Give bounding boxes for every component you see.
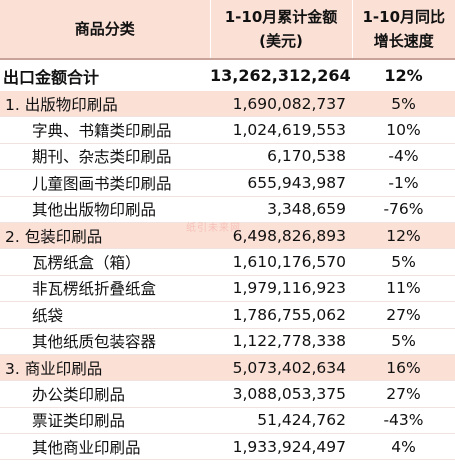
table-row: 2. 包装印刷品 6,498,826,893 12% bbox=[0, 222, 455, 250]
table-row: 字典、书籍类印刷品 1,024,619,553 10% bbox=[0, 116, 455, 144]
header-category: 商品分类 bbox=[0, 0, 211, 59]
table-row: 1. 出版物印刷品 1,690,082,737 5% bbox=[0, 91, 455, 118]
row-value: 1,933,924,497 bbox=[210, 433, 352, 461]
row-value: 655,943,987 bbox=[210, 169, 352, 197]
row-value: 1,786,755,062 bbox=[210, 301, 352, 329]
total-growth: 12% bbox=[352, 59, 455, 91]
row-value: 51,424,762 bbox=[210, 407, 352, 435]
header-amount: 1-10月累计金额 (美元) bbox=[210, 0, 353, 59]
row-value: 1,979,116,923 bbox=[210, 275, 352, 303]
row-value: 3,088,053,375 bbox=[210, 380, 352, 408]
row-growth: 10% bbox=[352, 116, 455, 144]
table-body: 出口金额合计 13,262,312,264 12% 1. 出版物印刷品 1,69… bbox=[0, 59, 455, 461]
total-row: 出口金额合计 13,262,312,264 12% bbox=[0, 59, 455, 91]
row-name: 瓦楞纸盒（箱） bbox=[0, 248, 210, 276]
table-row: 其他出版物印刷品 3,348,659 -76% bbox=[0, 196, 455, 223]
table-row: 纸袋 1,786,755,062 27% bbox=[0, 301, 455, 329]
row-growth: -76% bbox=[352, 196, 455, 223]
table-row: 瓦楞纸盒（箱） 1,610,176,570 5% bbox=[0, 248, 455, 276]
header-growth-title: 1-10月同比 bbox=[362, 8, 446, 26]
table-row: 其他纸质包装容器 1,122,778,338 5% bbox=[0, 328, 455, 355]
row-name: 办公类印刷品 bbox=[0, 380, 210, 408]
row-growth: 27% bbox=[352, 301, 455, 329]
row-growth: 4% bbox=[352, 433, 455, 461]
row-growth: 5% bbox=[352, 91, 455, 118]
row-name: 其他出版物印刷品 bbox=[0, 196, 210, 223]
row-value: 1,610,176,570 bbox=[210, 248, 352, 276]
row-value: 1,024,619,553 bbox=[210, 116, 352, 144]
row-growth: 5% bbox=[352, 248, 455, 276]
row-value: 5,073,402,634 bbox=[210, 354, 352, 382]
table-row: 3. 商业印刷品 5,073,402,634 16% bbox=[0, 354, 455, 382]
table-row: 期刊、杂志类印刷品 6,170,538 -4% bbox=[0, 143, 455, 171]
row-name: 字典、书籍类印刷品 bbox=[0, 116, 210, 144]
row-name: 其他纸质包装容器 bbox=[0, 328, 210, 355]
row-name: 1. 出版物印刷品 bbox=[0, 91, 210, 118]
row-value: 6,170,538 bbox=[210, 143, 352, 171]
row-name: 非瓦楞纸折叠纸盒 bbox=[0, 275, 210, 303]
row-value: 1,690,082,737 bbox=[210, 91, 352, 118]
row-name: 其他商业印刷品 bbox=[0, 433, 210, 461]
row-value: 1,122,778,338 bbox=[210, 328, 352, 355]
table-row: 其他商业印刷品 1,933,924,497 4% bbox=[0, 433, 455, 461]
row-growth: 27% bbox=[352, 380, 455, 408]
row-name: 3. 商业印刷品 bbox=[0, 354, 210, 382]
table-row: 非瓦楞纸折叠纸盒 1,979,116,923 11% bbox=[0, 275, 455, 303]
row-growth: -4% bbox=[352, 143, 455, 171]
total-name: 出口金额合计 bbox=[0, 59, 210, 91]
row-value: 6,498,826,893 bbox=[210, 222, 352, 250]
row-growth: -1% bbox=[352, 169, 455, 197]
header-growth: 1-10月同比 增长速度 bbox=[352, 0, 455, 59]
row-growth: -43% bbox=[352, 407, 455, 435]
row-growth: 16% bbox=[352, 354, 455, 382]
row-name: 纸袋 bbox=[0, 301, 210, 329]
row-growth: 11% bbox=[352, 275, 455, 303]
header-growth-subtitle: 增长速度 bbox=[373, 32, 434, 50]
row-value: 3,348,659 bbox=[210, 196, 352, 223]
row-growth: 12% bbox=[352, 222, 455, 250]
row-growth: 5% bbox=[352, 328, 455, 355]
watermark: 纸引未来网 bbox=[186, 223, 241, 234]
row-name: 票证类印刷品 bbox=[0, 407, 210, 435]
table-row: 票证类印刷品 51,424,762 -43% bbox=[0, 407, 455, 435]
row-name: 儿童图画书类印刷品 bbox=[0, 169, 210, 197]
total-value: 13,262,312,264 bbox=[210, 59, 352, 91]
table-row: 办公类印刷品 3,088,053,375 27% bbox=[0, 380, 455, 408]
header-amount-unit: (美元) bbox=[259, 32, 303, 50]
row-name: 期刊、杂志类印刷品 bbox=[0, 143, 210, 171]
table-header-row: 商品分类 1-10月累计金额 (美元) 1-10月同比 增长速度 bbox=[0, 0, 455, 59]
table-row: 儿童图画书类印刷品 655,943,987 -1% bbox=[0, 169, 455, 197]
row-name: 2. 包装印刷品 bbox=[0, 222, 210, 250]
header-amount-title: 1-10月累计金额 bbox=[224, 8, 338, 26]
